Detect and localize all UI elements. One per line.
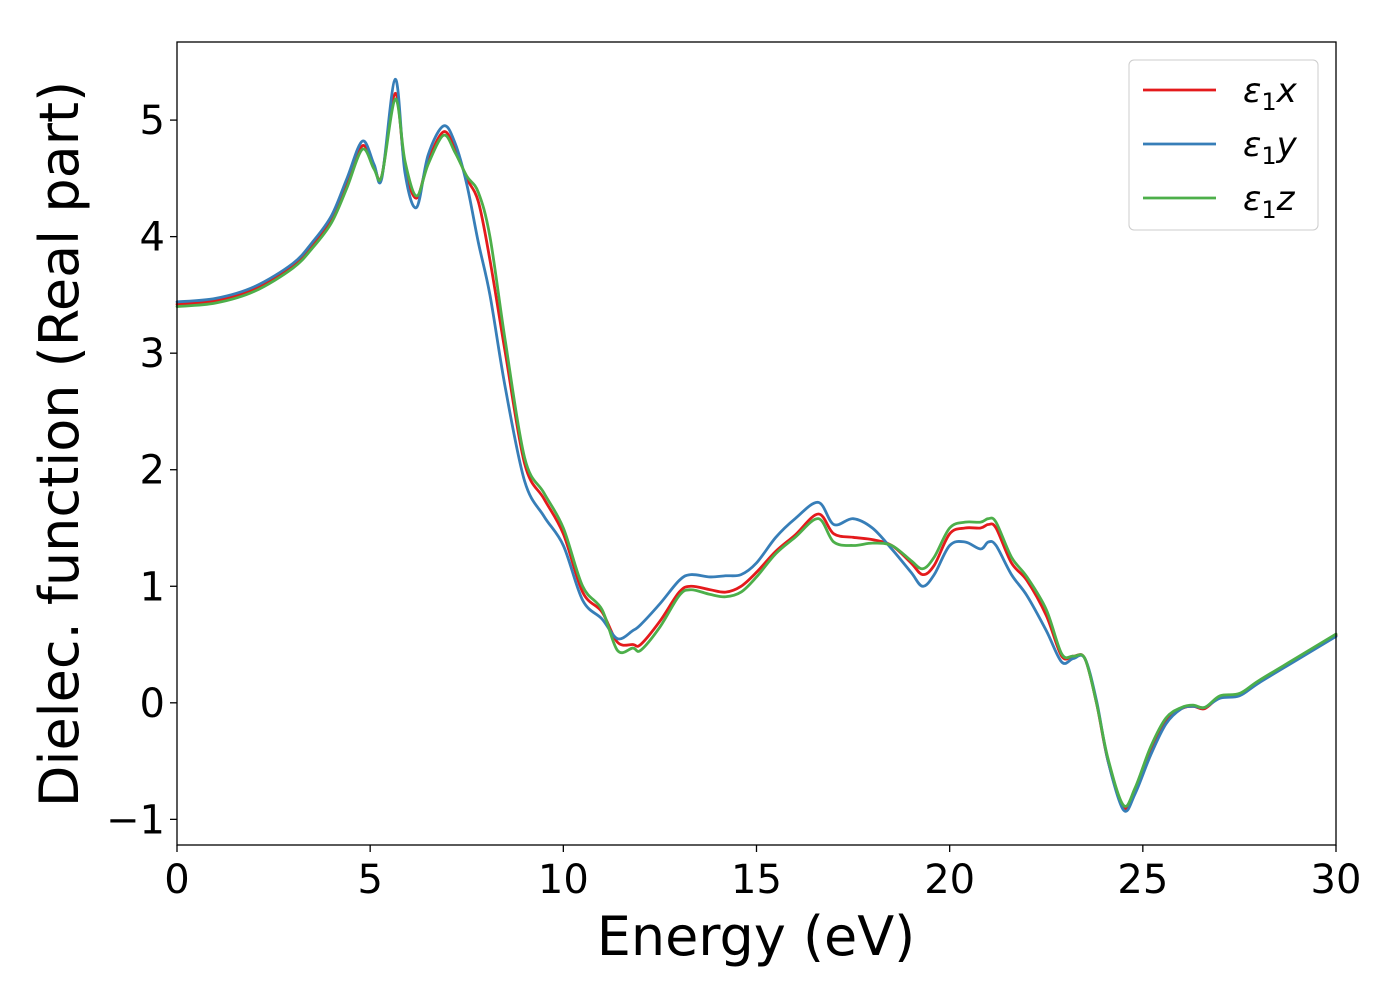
legend-label-y: ε1y [1243,125,1298,170]
y-tick-label: 5 [140,98,165,144]
x-tick-label: 0 [164,857,189,903]
series-line-z [175,97,1338,808]
y-axis-title: Dielec. function (Real part) [28,81,91,807]
y-tick-label: 4 [140,215,165,261]
x-tick-label: 5 [357,857,382,903]
y-tick-label: 3 [140,331,165,377]
y-tick-label: 2 [140,448,165,494]
x-axis-title: Energy (eV) [597,905,916,968]
x-tick-label: 25 [1117,857,1168,903]
x-tick-label: 20 [924,857,975,903]
x-tick-label: 15 [731,857,782,903]
series-lines [175,77,1338,813]
y-tick-label: 0 [140,681,165,727]
y-axis-ticks: −1 0 1 2 3 4 5 [106,98,177,843]
x-tick-label: 30 [1311,857,1362,903]
y-tick-label: 1 [140,564,165,610]
y-tick-label: −1 [106,797,165,843]
legend-label-x: ε1x [1243,71,1298,116]
legend-box [1128,59,1319,231]
x-axis-ticks: 0 5 10 15 20 25 30 [164,845,1361,903]
x-tick-label: 10 [538,857,589,903]
legend: ε1x ε1y ε1z [1128,59,1319,231]
legend-label-z: ε1z [1243,179,1296,224]
